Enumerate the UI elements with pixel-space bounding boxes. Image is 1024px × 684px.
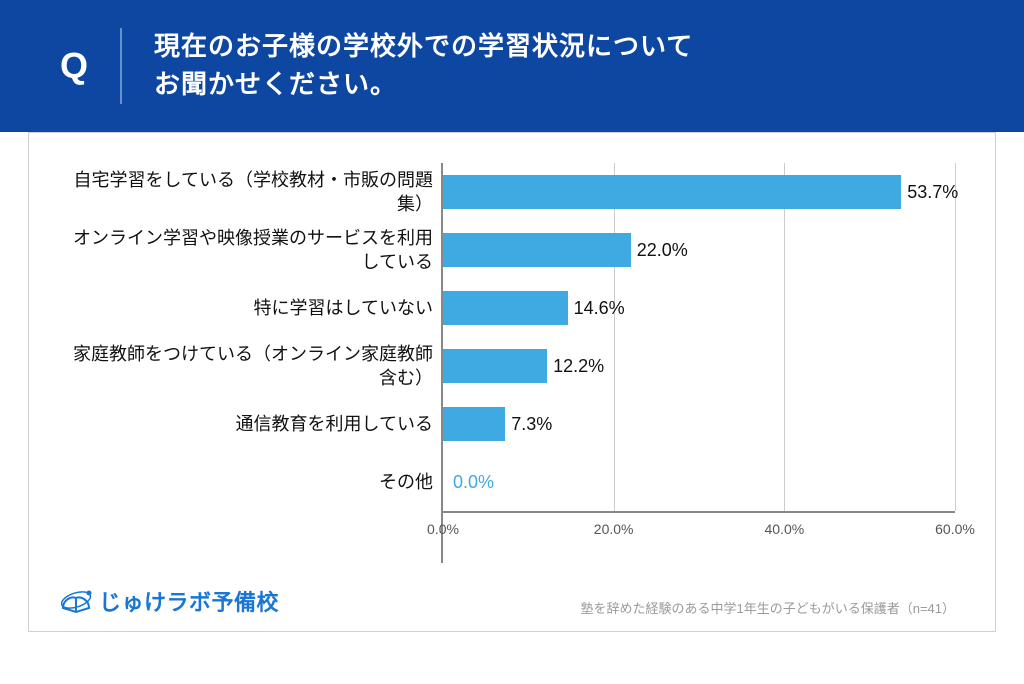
bar-value-label: 14.6% xyxy=(568,298,625,319)
bar-row: 53.7% xyxy=(443,175,955,209)
gridline xyxy=(784,163,785,511)
category-label: 家庭教師をつけている（オンライン家庭教師含む） xyxy=(59,342,441,391)
brand-logo: じゅけラボ予備校 xyxy=(59,585,279,617)
x-axis-line xyxy=(443,511,955,513)
bar-row: 12.2% xyxy=(443,349,955,383)
bar-value-label: 22.0% xyxy=(631,240,688,261)
category-label: 自宅学習をしている（学校教材・市販の問題集） xyxy=(59,168,441,217)
category-row: オンライン学習や映像授業のサービスを利用している xyxy=(59,221,441,279)
x-tick-label: 20.0% xyxy=(594,521,634,537)
bar-value-label: 12.2% xyxy=(547,356,604,377)
gridline xyxy=(614,163,615,511)
sample-note: 塾を辞めた経験のある中学1年生の子どもがいる保護者（n=41） xyxy=(580,598,955,617)
bars-column: 0.0%20.0%40.0%60.0%53.7%22.0%14.6%12.2%7… xyxy=(441,163,955,563)
bar-row: 0.0% xyxy=(443,465,955,499)
chart-footer: じゅけラボ予備校 塾を辞めた経験のある中学1年生の子どもがいる保護者（n=41） xyxy=(59,585,955,617)
category-label: 通信教育を利用している xyxy=(59,412,441,436)
q-indicator: Q xyxy=(60,45,120,87)
bar-row: 14.6% xyxy=(443,291,955,325)
bar-value-label: 7.3% xyxy=(505,414,552,435)
bar xyxy=(443,291,568,325)
bar xyxy=(443,175,901,209)
category-row: 自宅学習をしている（学校教材・市販の問題集） xyxy=(59,163,441,221)
category-row: 家庭教師をつけている（オンライン家庭教師含む） xyxy=(59,337,441,395)
category-row: その他 xyxy=(59,453,441,511)
labels-column: 自宅学習をしている（学校教材・市販の問題集） オンライン学習や映像授業のサービスを… xyxy=(59,163,441,563)
category-label: オンライン学習や映像授業のサービスを利用している xyxy=(59,226,441,275)
bar xyxy=(443,407,505,441)
question-header: Q 現在のお子様の学校外での学習状況についてお聞かせください。 xyxy=(0,0,1024,132)
logo-text: じゅけラボ予備校 xyxy=(99,585,279,617)
x-tick-label: 60.0% xyxy=(935,521,975,537)
chart-area: 自宅学習をしている（学校教材・市販の問題集） オンライン学習や映像授業のサービスを… xyxy=(59,163,955,563)
category-row: 通信教育を利用している xyxy=(59,395,441,453)
x-tick-label: 0.0% xyxy=(427,521,459,537)
bar-value-label: 0.0% xyxy=(443,472,494,493)
bar-value-label: 53.7% xyxy=(901,182,958,203)
bar xyxy=(443,233,631,267)
x-tick-label: 40.0% xyxy=(764,521,804,537)
category-label: 特に学習はしていない xyxy=(59,296,441,320)
bar-row: 22.0% xyxy=(443,233,955,267)
question-text: 現在のお子様の学校外での学習状況についてお聞かせください。 xyxy=(122,28,693,103)
category-row: 特に学習はしていない xyxy=(59,279,441,337)
category-label: その他 xyxy=(59,470,441,494)
book-icon xyxy=(59,586,93,616)
chart-panel: 自宅学習をしている（学校教材・市販の問題集） オンライン学習や映像授業のサービスを… xyxy=(28,132,996,632)
bar xyxy=(443,349,547,383)
bar-row: 7.3% xyxy=(443,407,955,441)
gridline xyxy=(955,163,956,511)
